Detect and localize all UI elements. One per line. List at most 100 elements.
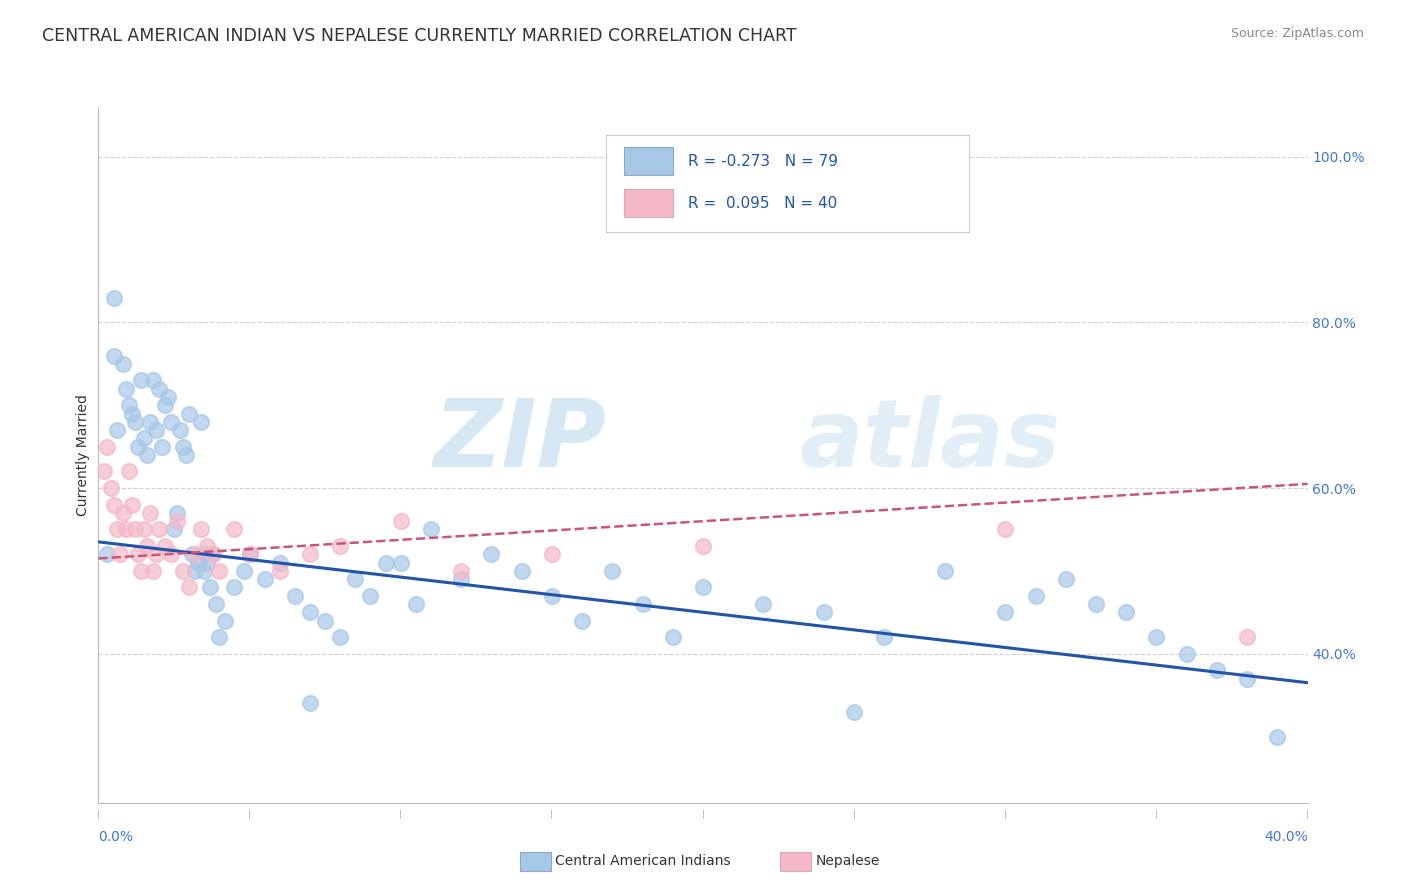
Point bbox=[1054, 572, 1077, 586]
Point bbox=[139, 415, 162, 429]
Point bbox=[269, 564, 291, 578]
Point bbox=[135, 539, 157, 553]
Point bbox=[329, 630, 352, 644]
Point bbox=[299, 697, 322, 711]
Point bbox=[121, 498, 143, 512]
Point bbox=[172, 564, 194, 578]
Point bbox=[994, 523, 1017, 537]
Point bbox=[160, 547, 183, 561]
Point bbox=[450, 564, 472, 578]
Point bbox=[389, 556, 412, 570]
Point bbox=[135, 448, 157, 462]
Point bbox=[124, 415, 146, 429]
Point bbox=[190, 523, 212, 537]
Text: R = -0.273   N = 79: R = -0.273 N = 79 bbox=[689, 153, 838, 169]
Text: 40.0%: 40.0% bbox=[1264, 830, 1308, 844]
Text: atlas: atlas bbox=[800, 395, 1062, 487]
Point bbox=[299, 605, 322, 619]
Point bbox=[108, 547, 131, 561]
Point bbox=[184, 564, 207, 578]
Point bbox=[132, 523, 155, 537]
Point bbox=[284, 589, 307, 603]
Point bbox=[150, 440, 173, 454]
Point bbox=[374, 556, 396, 570]
Point bbox=[314, 614, 336, 628]
Point bbox=[344, 572, 367, 586]
Point bbox=[169, 423, 191, 437]
Point bbox=[145, 423, 167, 437]
Point bbox=[1085, 597, 1108, 611]
Point bbox=[111, 357, 134, 371]
Point bbox=[200, 581, 222, 595]
Point bbox=[142, 373, 165, 387]
Text: R =  0.095   N = 40: R = 0.095 N = 40 bbox=[689, 195, 838, 211]
Text: |: | bbox=[1154, 810, 1159, 819]
Point bbox=[193, 547, 215, 561]
Point bbox=[118, 398, 141, 412]
Point bbox=[163, 523, 186, 537]
Point bbox=[105, 423, 128, 437]
Y-axis label: Currently Married: Currently Married bbox=[76, 394, 90, 516]
Point bbox=[148, 523, 170, 537]
Point bbox=[127, 440, 149, 454]
Point bbox=[114, 382, 136, 396]
Point bbox=[166, 506, 188, 520]
Point bbox=[208, 630, 231, 644]
Point bbox=[360, 589, 382, 603]
Point bbox=[179, 407, 201, 421]
Point bbox=[202, 547, 225, 561]
Point bbox=[1236, 672, 1258, 686]
Point bbox=[145, 547, 167, 561]
Point bbox=[481, 547, 503, 561]
Point bbox=[96, 440, 118, 454]
Bar bbox=[624, 189, 672, 217]
Point bbox=[103, 349, 125, 363]
Point bbox=[129, 373, 152, 387]
Point bbox=[1024, 589, 1046, 603]
Text: |: | bbox=[247, 810, 252, 819]
Point bbox=[214, 614, 236, 628]
Point bbox=[124, 523, 146, 537]
Point bbox=[1236, 630, 1258, 644]
Point bbox=[103, 291, 125, 305]
Point bbox=[253, 572, 276, 586]
Text: Nepalese: Nepalese bbox=[815, 854, 880, 868]
Point bbox=[111, 506, 134, 520]
Text: Source: ZipAtlas.com: Source: ZipAtlas.com bbox=[1230, 27, 1364, 40]
Point bbox=[166, 514, 188, 528]
Point bbox=[184, 547, 207, 561]
Text: |: | bbox=[399, 810, 402, 819]
Point bbox=[127, 547, 149, 561]
Text: |: | bbox=[852, 810, 856, 819]
Point bbox=[187, 556, 209, 570]
Point bbox=[202, 547, 225, 561]
Text: |: | bbox=[1004, 810, 1007, 819]
Point bbox=[208, 564, 231, 578]
Point bbox=[100, 481, 122, 495]
Point bbox=[602, 564, 624, 578]
Point bbox=[571, 614, 593, 628]
Point bbox=[179, 581, 201, 595]
Point bbox=[153, 539, 176, 553]
Point bbox=[153, 398, 176, 412]
Point bbox=[224, 581, 246, 595]
Text: |: | bbox=[702, 810, 704, 819]
Point bbox=[1267, 730, 1289, 744]
Point bbox=[389, 514, 412, 528]
Point bbox=[160, 415, 183, 429]
Bar bbox=[624, 147, 672, 175]
Point bbox=[129, 564, 152, 578]
Point bbox=[121, 407, 143, 421]
Point bbox=[752, 597, 775, 611]
Point bbox=[329, 539, 352, 553]
Point bbox=[118, 465, 141, 479]
Point bbox=[510, 564, 533, 578]
Text: |: | bbox=[1306, 810, 1309, 819]
Point bbox=[190, 415, 212, 429]
Point bbox=[232, 564, 254, 578]
Point bbox=[132, 431, 155, 445]
Text: ZIP: ZIP bbox=[433, 395, 606, 487]
Point bbox=[195, 556, 218, 570]
Point bbox=[193, 564, 215, 578]
Point bbox=[813, 605, 835, 619]
